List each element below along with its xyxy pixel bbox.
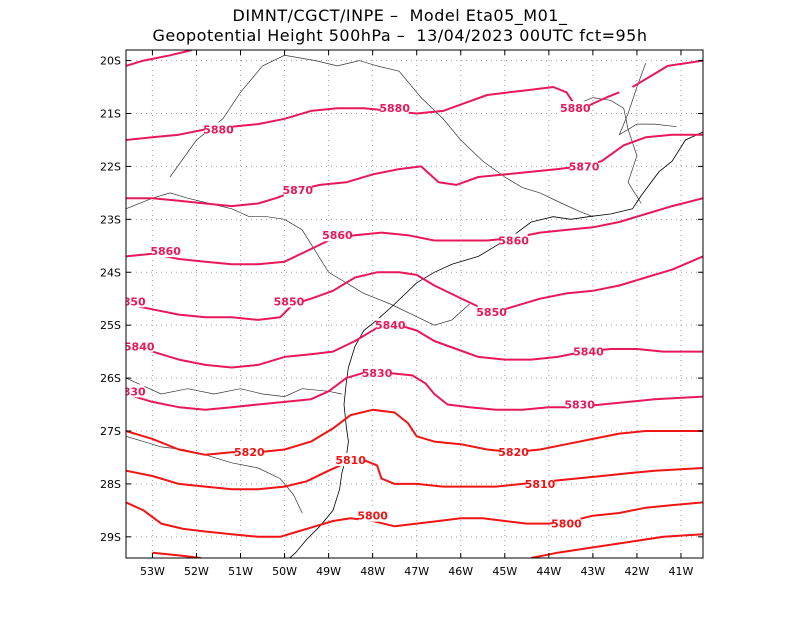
- contour-label-bg: [499, 233, 528, 247]
- axis-ticks: 20S 21S 22S 23S 24S 25S 26S 27S 28S 29S 53W 52W 51W 5…: [100, 50, 703, 578]
- lon-tick-label: 42W: [624, 565, 649, 578]
- contour-label-bg: [574, 344, 603, 358]
- contour-label-bg: [570, 159, 599, 173]
- map-frame: [125, 49, 704, 559]
- state-boundary-line: [579, 97, 642, 204]
- contour-5890: [631, 59, 703, 88]
- contour-label-5840: 5840: [573, 346, 604, 359]
- contour-label-5820: 5820: [498, 446, 529, 459]
- contour-label-5860: 5860: [322, 229, 353, 242]
- contour-5860: [126, 197, 703, 266]
- lon-tick-label: 48W: [360, 565, 385, 578]
- contour-label-bg: [283, 183, 312, 197]
- lat-tick-label: 22S: [100, 160, 121, 173]
- lon-tick-label: 52W: [184, 565, 209, 578]
- contour-label-5810: 5810: [335, 454, 366, 467]
- contour-label-5830: 5830: [362, 367, 393, 380]
- contour-label-bg: [499, 445, 528, 459]
- lat-tick-label: 27S: [100, 425, 121, 438]
- contour-label-5800: 5800: [551, 518, 582, 531]
- contour-5810: [126, 459, 703, 491]
- contour-5790: [152, 551, 202, 558]
- state-boundary-line: [126, 377, 342, 397]
- state-boundary-line: [169, 54, 594, 218]
- contour-5790: [531, 533, 703, 558]
- figure-title-line2: Geopotential Height 500hPa – 13/04/2023 …: [152, 26, 648, 45]
- lon-tick-label: 50W: [272, 565, 297, 578]
- height-contours: [126, 50, 703, 558]
- lat-tick-label: 28S: [100, 478, 121, 491]
- lon-tick-label: 41W: [669, 565, 694, 578]
- contour-label-5810: 5810: [525, 478, 556, 491]
- contour-label-5860: 5860: [498, 235, 529, 248]
- state-boundary-line: [618, 63, 677, 136]
- contour-label-5880: 5880: [203, 123, 234, 136]
- contour-label-bg: [561, 101, 590, 115]
- contour-label-bg: [358, 508, 387, 522]
- contour-label-5850: 5850: [115, 295, 146, 308]
- contour-label-5820: 5820: [234, 446, 265, 459]
- contour-label-5840: 5840: [375, 319, 406, 332]
- contour-5880: [126, 86, 620, 141]
- contour-label-5850: 5850: [274, 295, 305, 308]
- contour-5870: [126, 133, 703, 208]
- contour-label-bg: [376, 318, 405, 332]
- lat-tick-label: 20S: [100, 55, 121, 68]
- contour-label-bg: [477, 304, 506, 318]
- contour-labels: 5880 5880 5880 5870 5870 5860 5860 5860 5850 5850…: [115, 101, 604, 531]
- lon-tick-label: 53W: [140, 565, 165, 578]
- lon-tick-label: 51W: [228, 565, 253, 578]
- contour-label-bg: [274, 294, 303, 308]
- state-boundary-line: [126, 192, 470, 326]
- contour-5850: [126, 255, 703, 321]
- contour-5820: [126, 408, 703, 456]
- contour-label-5880: 5880: [379, 102, 410, 115]
- contour-label-5870: 5870: [282, 184, 313, 197]
- contour-label-bg: [235, 445, 264, 459]
- contour-label-bg: [323, 228, 352, 242]
- contour-label-5880: 5880: [560, 102, 591, 115]
- lat-tick-label: 26S: [100, 372, 121, 385]
- contour-label-bg: [363, 365, 392, 379]
- lat-tick-label: 25S: [100, 319, 121, 332]
- lat-tick-label: 24S: [100, 266, 121, 279]
- lon-tick-label: 43W: [580, 565, 605, 578]
- grid-lines: [126, 50, 703, 558]
- lon-tick-label: 49W: [316, 565, 341, 578]
- lat-tick-label: 21S: [100, 108, 121, 121]
- contour-label-bg: [526, 476, 555, 490]
- contour-label-bg: [204, 122, 233, 136]
- lon-tick-label: 44W: [536, 565, 561, 578]
- coastline-path: [289, 131, 703, 558]
- contour-label-bg: [151, 244, 180, 258]
- contour-label-bg: [565, 397, 594, 411]
- contour-label-5830: 5830: [115, 385, 146, 398]
- lon-tick-label: 47W: [404, 565, 429, 578]
- contour-5890: [126, 50, 193, 67]
- lat-tick-label: 23S: [100, 213, 121, 226]
- contour-label-5850: 5850: [476, 306, 507, 319]
- contour-label-bg: [380, 101, 409, 115]
- contour-label-5860: 5860: [150, 245, 181, 258]
- contour-label-5870: 5870: [569, 160, 600, 173]
- lon-tick-label: 46W: [448, 565, 473, 578]
- contour-label-bg: [126, 339, 154, 353]
- contour-label-bg: [552, 516, 581, 530]
- contour-label-5800: 5800: [357, 510, 388, 523]
- contour-label-bg: [336, 453, 365, 467]
- contour-label-5840: 5840: [124, 340, 155, 353]
- contour-5800: [126, 501, 703, 538]
- lon-tick-label: 45W: [492, 565, 517, 578]
- contour-label-bg: [126, 384, 145, 398]
- figure-title-line1: DIMNT/CGCT/INPE – Model Eta05_M01_: [232, 6, 568, 25]
- lat-tick-label: 29S: [100, 531, 121, 544]
- contour-label-bg: [126, 294, 145, 308]
- state-boundary-line: [126, 435, 303, 514]
- contour-5840: [126, 324, 703, 369]
- coastline: [289, 131, 703, 558]
- contour-label-5830: 5830: [564, 399, 595, 412]
